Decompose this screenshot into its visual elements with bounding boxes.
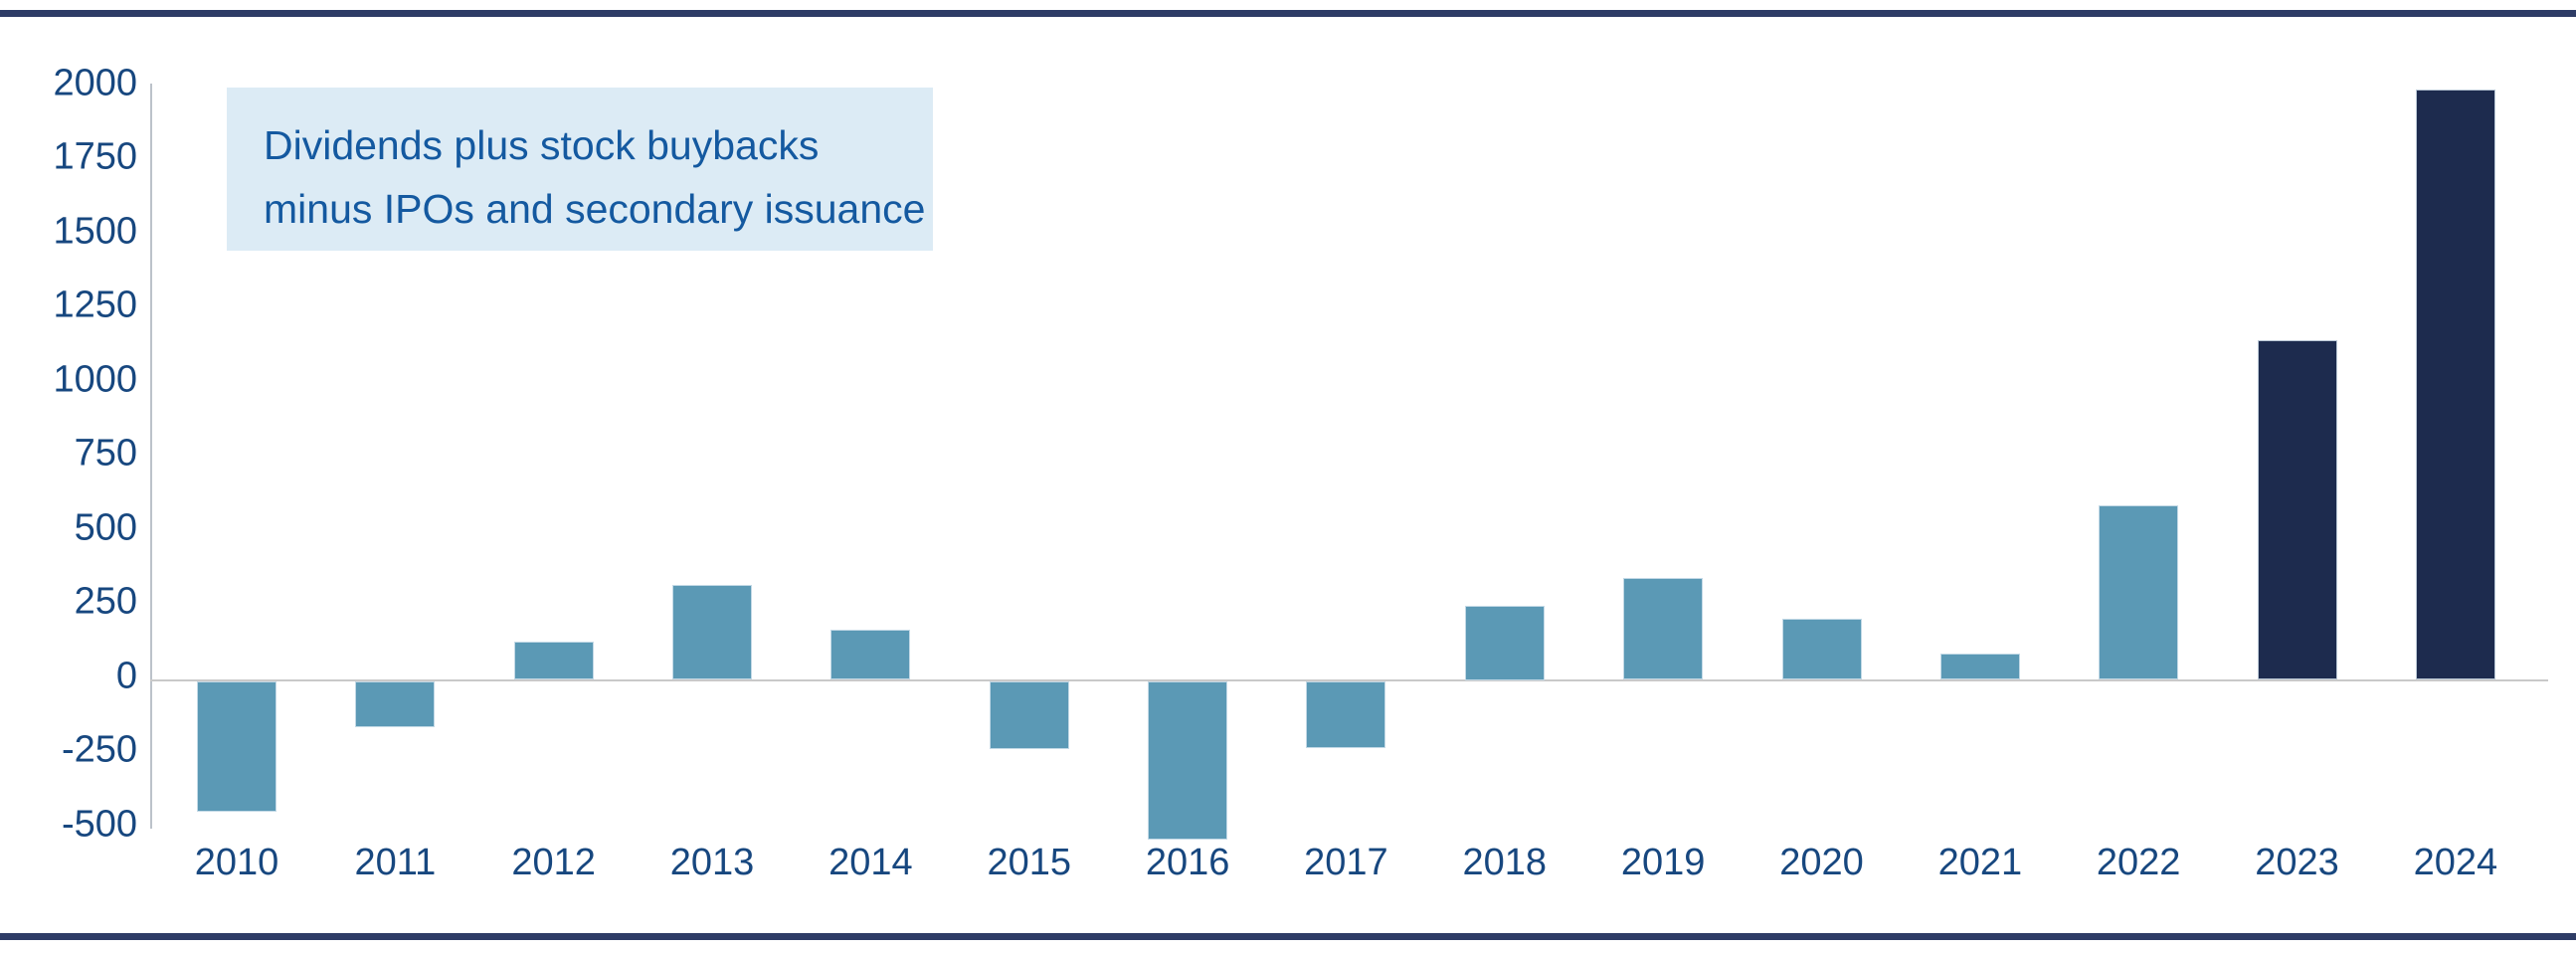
- x-axis-label-2022: 2022: [2096, 842, 2181, 883]
- bar-2012: [513, 641, 594, 680]
- x-axis-label-2020: 2020: [1779, 842, 1864, 883]
- bar-2013: [672, 585, 753, 680]
- x-axis-label-2017: 2017: [1304, 842, 1388, 883]
- y-tick-label-1250: 1250: [53, 284, 137, 326]
- y-tick-label-1500: 1500: [53, 210, 137, 252]
- bar-2015: [989, 680, 1069, 750]
- x-axis-label-2013: 2013: [669, 842, 755, 883]
- y-tick-label-1000: 1000: [53, 358, 137, 400]
- x-axis-label-2015: 2015: [987, 842, 1072, 883]
- bar-2010: [197, 680, 276, 812]
- bar-2014: [830, 629, 911, 680]
- bar-2020: [1781, 619, 1862, 680]
- bar-2011: [355, 680, 436, 727]
- bar-2016: [1148, 680, 1228, 840]
- x-axis-label-2014: 2014: [828, 842, 913, 883]
- bar-2024: [2415, 90, 2495, 680]
- x-axis-label-2021: 2021: [1937, 842, 2023, 883]
- x-axis-label-2019: 2019: [1620, 842, 1706, 883]
- y-tick-label-750: 750: [74, 432, 137, 475]
- x-axis-label-2011: 2011: [354, 842, 437, 883]
- bottom-border-rule: [0, 933, 2576, 940]
- y-tick-label-250: 250: [74, 580, 137, 623]
- bar-2023: [2257, 340, 2337, 680]
- x-axis-label-2018: 2018: [1462, 842, 1548, 883]
- top-border-rule: [0, 10, 2576, 17]
- y-tick-label-1750: 1750: [53, 135, 137, 178]
- x-axis-label-2010: 2010: [194, 842, 279, 883]
- x-axis-label-2012: 2012: [511, 842, 596, 883]
- bar-2017: [1306, 680, 1386, 748]
- zero-gridline: [150, 678, 2548, 681]
- y-tick-label--250: -250: [61, 728, 137, 771]
- y-tick-label--500: -500: [61, 803, 137, 845]
- x-axis-label-2016: 2016: [1145, 842, 1230, 883]
- y-axis-line: [150, 84, 152, 829]
- y-tick-label-500: 500: [74, 506, 137, 548]
- annotation-line-2: minus IPOs and secondary issuance: [264, 186, 926, 232]
- y-tick-label-0: 0: [115, 655, 137, 696]
- bar-2021: [1939, 653, 2020, 680]
- x-axis-label-2023: 2023: [2255, 842, 2339, 883]
- annotation-line-1: Dividends plus stock buybacks: [264, 122, 820, 168]
- x-axis-label-2024: 2024: [2413, 842, 2498, 883]
- bar-2019: [1623, 577, 1704, 680]
- annotation-box: Dividends plus stock buybacks minus IPOs…: [227, 88, 933, 251]
- y-tick-label-2000: 2000: [53, 62, 137, 103]
- bar-2022: [2099, 504, 2179, 680]
- bar-2018: [1464, 606, 1545, 680]
